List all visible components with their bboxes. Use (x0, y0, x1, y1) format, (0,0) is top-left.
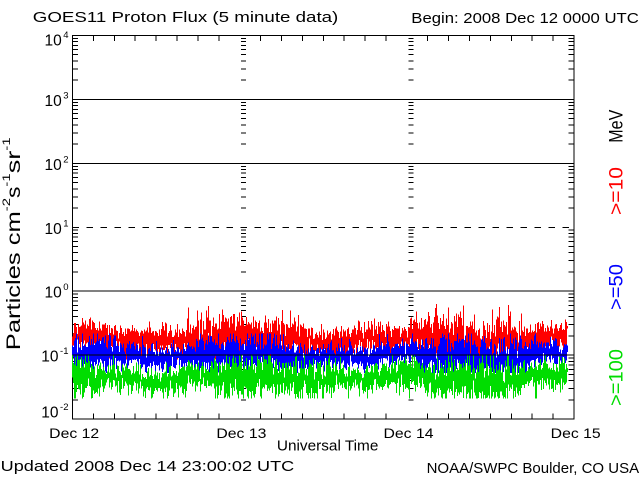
svg-text:NOAA/SWPC Boulder, CO USA: NOAA/SWPC Boulder, CO USA (427, 460, 639, 477)
svg-text:Particles cm-2s-1sr-1: Particles cm-2s-1sr-1 (1, 137, 25, 350)
svg-text:Dec 15: Dec 15 (551, 425, 601, 441)
svg-text:>=100: >=100 (607, 349, 628, 406)
svg-text:>=50: >=50 (607, 264, 628, 310)
svg-text:>=10: >=10 (607, 167, 628, 215)
svg-text:Updated 2008 Dec 14 23:00:02 U: Updated 2008 Dec 14 23:00:02 UTC (1, 458, 295, 475)
svg-text:Dec 12: Dec 12 (49, 425, 99, 441)
svg-text:Begin: 2008 Dec 12 0000 UTC: Begin: 2008 Dec 12 0000 UTC (411, 10, 639, 27)
svg-text:MeV: MeV (607, 109, 628, 142)
svg-text:Dec 14: Dec 14 (384, 425, 434, 441)
svg-text:GOES11 Proton Flux (5 minute d: GOES11 Proton Flux (5 minute data) (33, 9, 339, 26)
svg-text:Dec 13: Dec 13 (216, 425, 266, 441)
svg-text:Universal Time: Universal Time (277, 438, 379, 455)
